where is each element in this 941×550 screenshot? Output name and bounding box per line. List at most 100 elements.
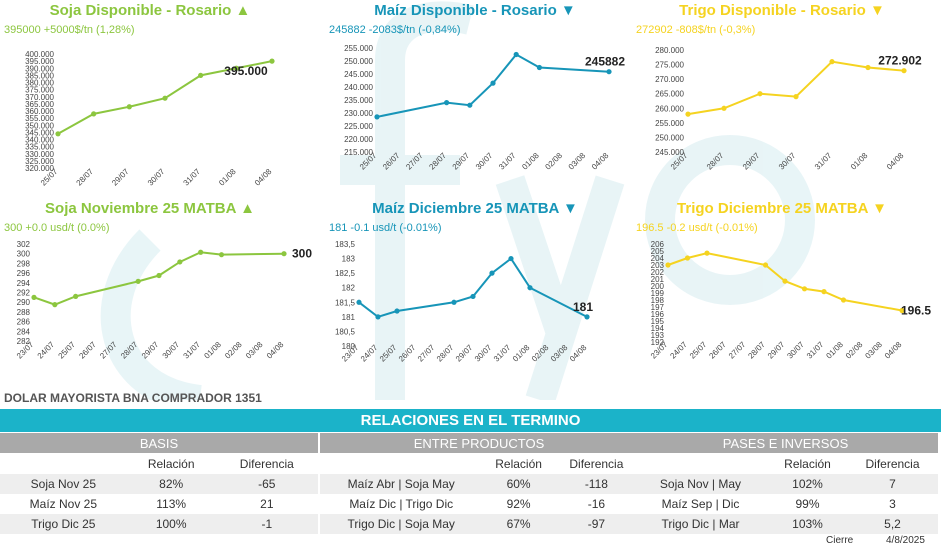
row-rel: 60% [482,474,555,494]
chart-panel-trigo-diciembre: Trigo Diciembre 25 MATBA ▼ 196.5 -0.2 us… [632,198,932,388]
data-point [757,91,763,97]
x-tick-label: 03/08 [549,343,570,364]
y-tick-label: 181,5 [335,298,356,307]
relaciones-title: RELACIONES EN EL TERMINO [0,409,941,432]
row-dif: 21 [215,494,318,514]
y-tick-label: 200 [651,282,665,291]
x-tick-label: 04/08 [885,151,906,172]
row-name: Trigo Dic | Soja May [320,514,483,534]
x-tick-label: 03/08 [567,151,588,172]
x-tick-label: 02/08 [223,340,244,361]
y-tick-label: 290 [17,298,31,307]
x-tick-label: 01/08 [824,340,845,361]
chart-svg: 255.000 250.000 245.000 240.000 235.000 230.0… [344,44,625,172]
x-tick-label: 31/07 [492,343,513,364]
y-tick-label: 182 [342,284,356,293]
y-tick-label: 220.000 [344,135,373,144]
x-tick-label: 26/07 [397,343,418,364]
row-rel: 103% [767,514,848,534]
last-value-label: 272.902 [878,54,922,68]
table-group-header: BASIS [0,433,318,453]
y-tick-label: 265.000 [655,90,684,99]
y-tick-label: 193 [651,331,665,340]
x-tick-label: 30/07 [474,151,495,172]
x-tick-label: 28/07 [746,340,767,361]
y-tick-label: 355.000 [25,114,54,123]
data-point [508,255,514,262]
y-tick-label: 198 [651,296,665,305]
row-dif: -1 [215,514,318,534]
x-tick-label: 28/07 [119,340,140,361]
y-tick-label: 201 [651,275,665,284]
data-point [233,65,239,71]
x-tick-label: 31/07 [813,151,834,172]
chart-subtitle: 272902 -808$/tn (-0,3%) [636,24,756,36]
table-row: Trigo Dic | Soja May 67% -97 [320,514,638,534]
table-row: Maíz Dic | Trigo Dic 92% -16 [320,494,638,514]
data-point [527,285,533,291]
x-tick-label: 04/08 [883,340,904,361]
row-rel: 113% [126,494,216,514]
y-tick-label: 335.000 [25,143,54,152]
x-tick-label: 26/07 [77,340,98,361]
y-tick-label: 320.000 [25,164,54,173]
y-tick-label: 365.000 [25,100,54,109]
row-name: Maíz Abr | Soja May [320,474,483,494]
y-tick-label: 183,5 [335,240,356,249]
y-tick-label: 260.000 [655,104,684,113]
data-point [584,314,590,320]
y-tick-label: 180 [342,342,356,351]
data-point [156,272,162,279]
chart-panel-trigo-disponible: Trigo Disponible - Rosario ▼ 272902 -808… [632,0,932,190]
y-tick-label: 192 [651,338,665,347]
y-tick-label: 380.000 [25,79,54,88]
x-tick-label: 29/07 [454,343,475,364]
row-name: Maíz Dic | Trigo Dic [320,494,483,514]
x-tick-label: 25/07 [378,343,399,364]
y-tick-label: 390.000 [25,64,54,73]
y-tick-label: 286 [17,318,31,327]
x-tick-label: 04/08 [265,340,286,361]
empty-header [633,453,768,474]
x-tick-label: 30/07 [777,151,798,172]
y-tick-label: 300 [17,250,31,259]
last-value-label: 196.5 [901,304,931,318]
x-tick-label: 02/08 [530,343,551,364]
col-relacion: Relación [482,453,555,474]
series-line [33,251,285,306]
empty-header [0,453,127,474]
data-point [536,64,542,71]
y-tick-label: 235.000 [344,96,373,105]
x-tick-label: 28/07 [435,343,456,364]
y-tick-label: 240.000 [344,83,373,92]
y-tick-label: 194 [651,324,665,333]
x-tick-label: 01/08 [511,343,532,364]
trend-arrow-icon: ▼ [872,200,887,217]
data-point [721,105,727,111]
y-tick-label: 230.000 [344,109,373,118]
x-tick-label: 02/08 [844,340,865,361]
row-rel: 67% [482,514,555,534]
data-point [198,72,204,78]
row-rel: 99% [767,494,848,514]
y-tick-label: 206 [651,240,665,249]
data-point [135,278,141,284]
y-tick-label: 250.000 [344,57,373,66]
x-tick-label: 29/07 [741,151,762,172]
trend-arrow-icon: ▲ [235,2,251,19]
series-line [687,60,905,116]
table-row: Maíz Sep | Dic 99% 3 [633,494,938,514]
data-point [829,59,835,65]
y-tick-label: 350.000 [25,121,54,130]
data-point [793,94,799,100]
y-tick-label: 345.000 [25,128,54,137]
y-tick-label: 340.000 [25,136,54,145]
chart-panel-soja-disponible: Soja Disponible - Rosario ▲ 395000 +5000… [0,0,300,190]
table-entre-productos: ENTRE PRODUCTOS Relación Diferencia Maíz … [320,433,638,534]
table-row: Soja Nov | May 102% 7 [633,474,938,494]
x-tick-label: 24/07 [359,343,380,364]
data-point [218,252,225,258]
chart-title: Maíz Disponible - Rosario ▼ [374,2,576,19]
row-dif: -16 [554,494,638,514]
y-tick-label: 280.000 [655,46,684,55]
